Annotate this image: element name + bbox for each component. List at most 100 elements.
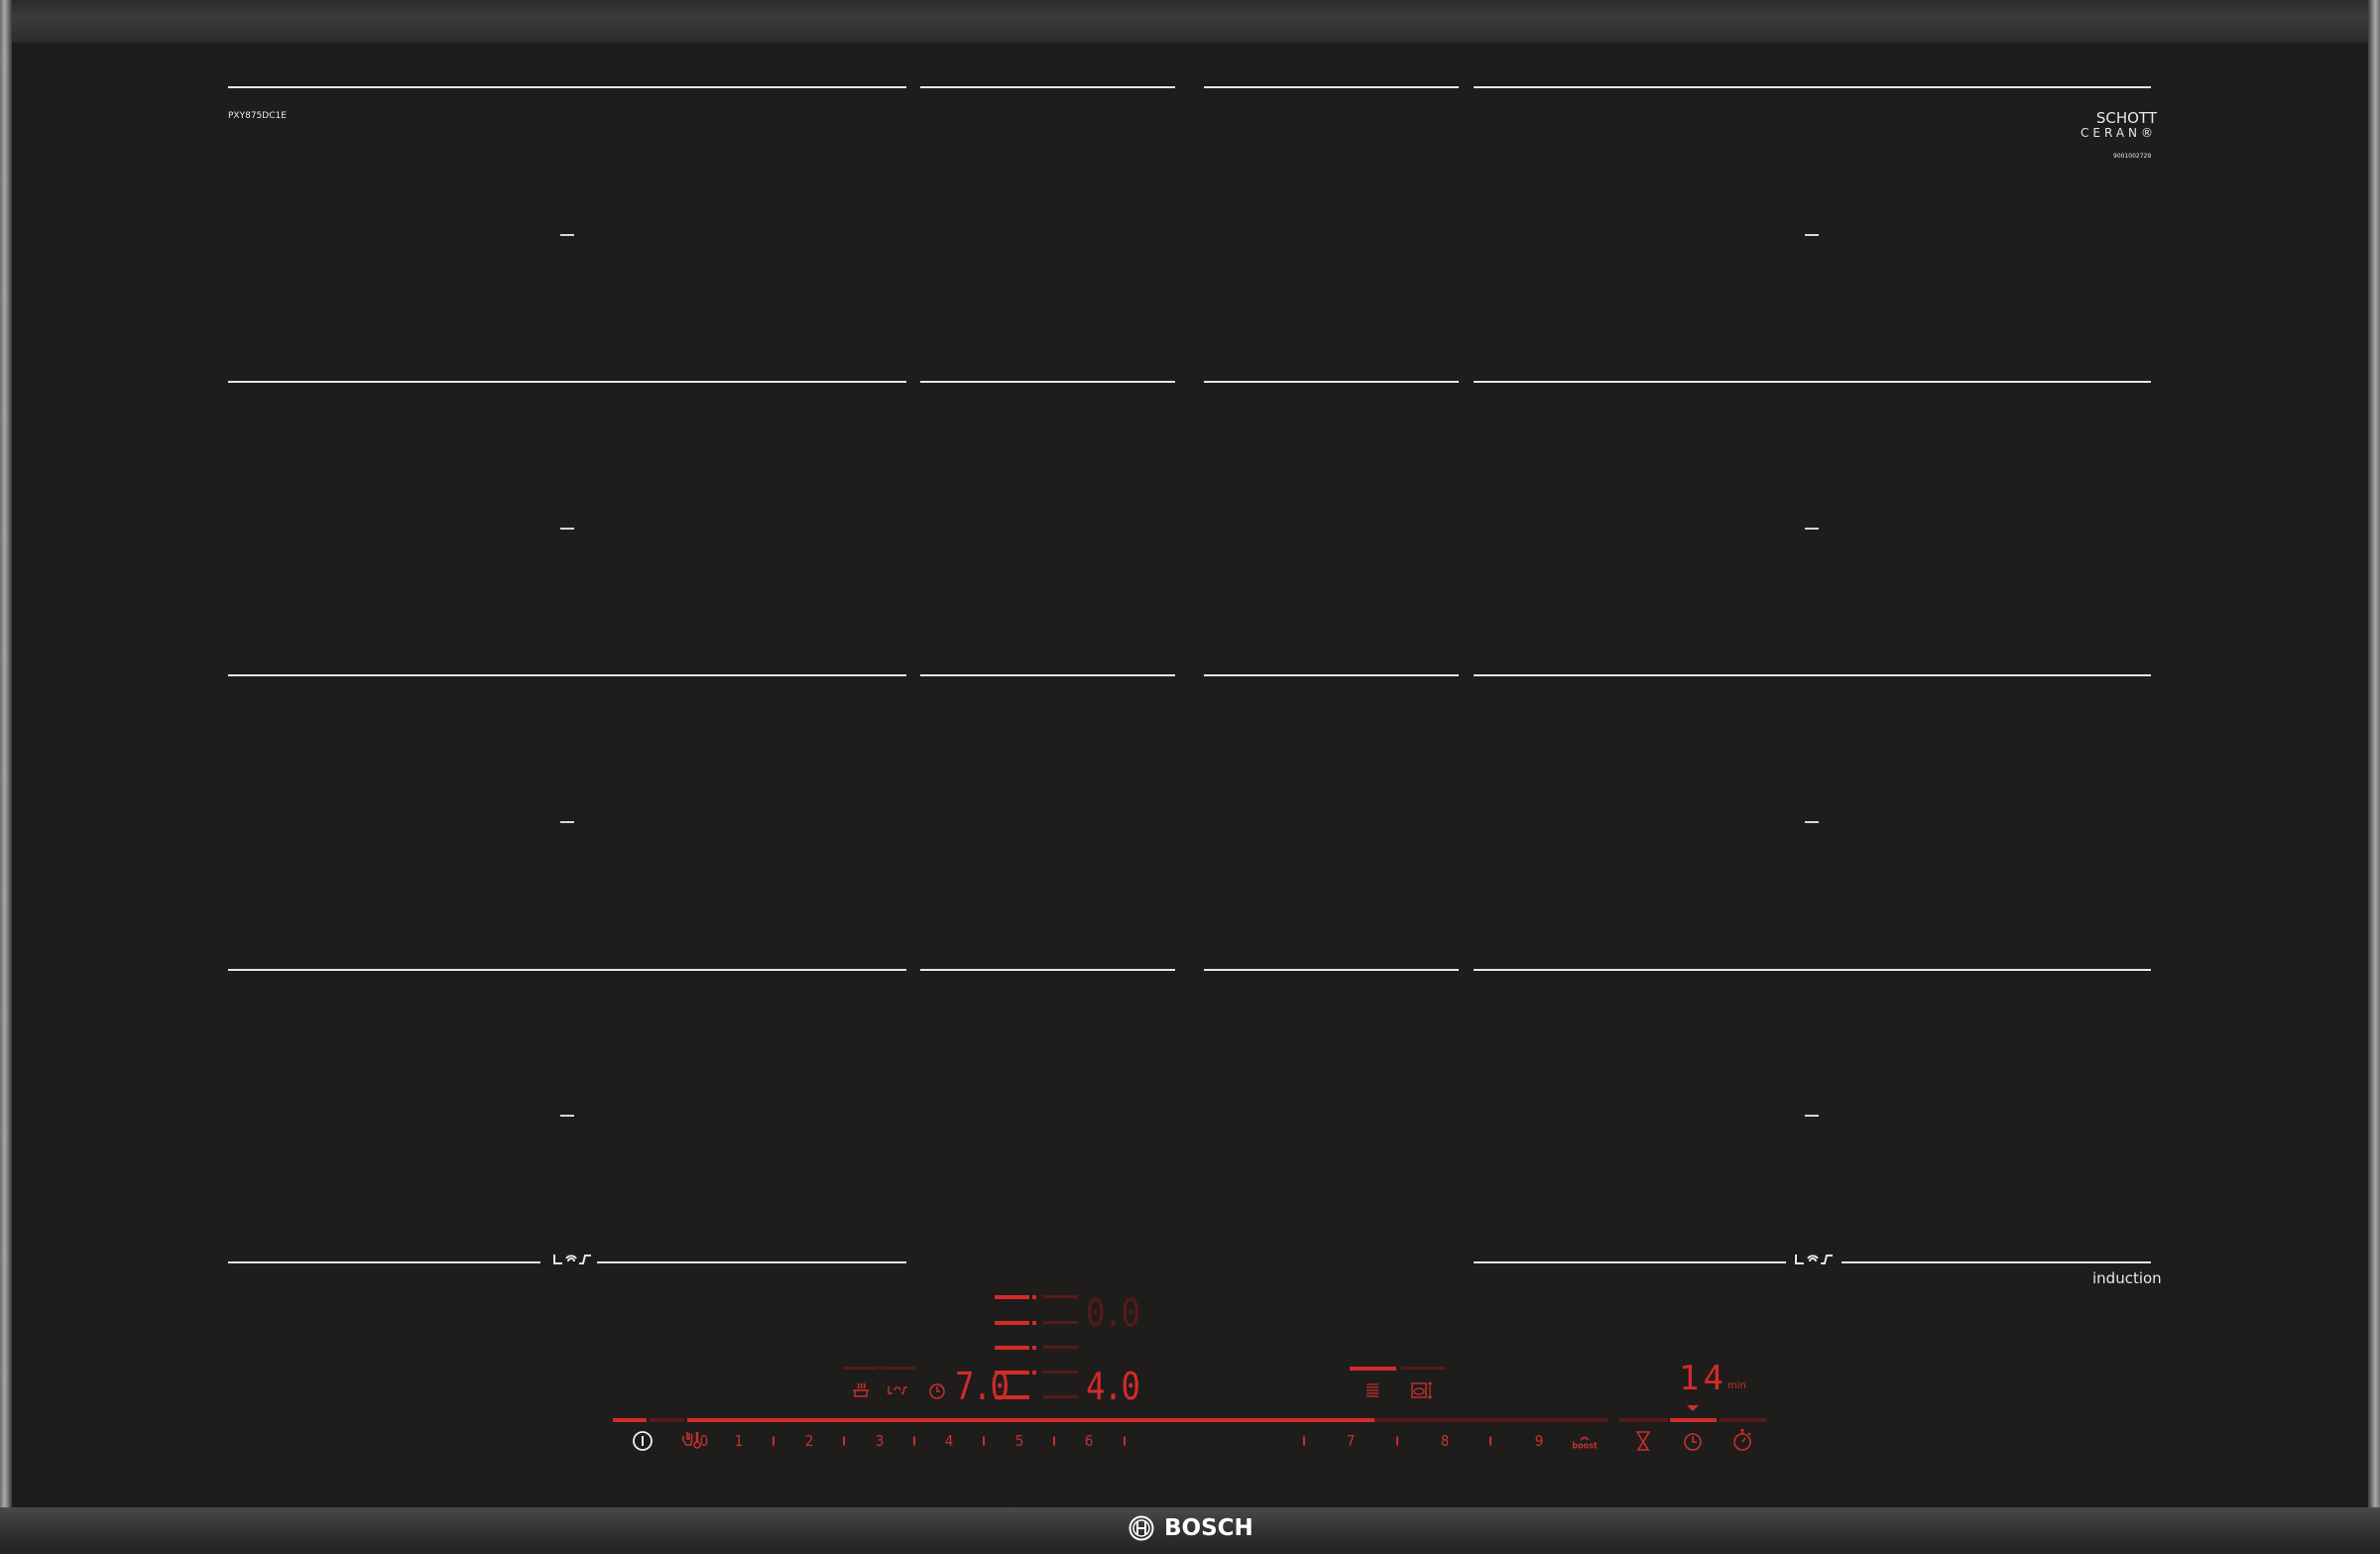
clock-icon[interactable] — [928, 1381, 946, 1399]
zone-center-mark — [560, 821, 574, 823]
stopwatch-icon[interactable] — [1731, 1428, 1753, 1452]
half-level-tick[interactable] — [843, 1436, 845, 1446]
zone-center-mark — [560, 528, 574, 530]
frying-level-bar[interactable] — [1043, 1346, 1078, 1349]
flex-zone-icon[interactable] — [888, 1385, 907, 1395]
frame-bottom — [0, 1507, 2380, 1554]
zone-divider-line — [1474, 674, 2151, 676]
left-zone-power-display: 7.0 — [955, 1365, 1010, 1408]
frying-level-bar[interactable] — [995, 1321, 1029, 1325]
power-level-8[interactable]: 8 — [1440, 1432, 1450, 1450]
frying-level-bar[interactable] — [1043, 1371, 1078, 1374]
zone-divider-line — [228, 381, 906, 383]
induction-label: induction — [2092, 1269, 2162, 1287]
frying-level-bar[interactable] — [995, 1346, 1029, 1350]
zone-divider-line — [1204, 381, 1459, 383]
zone-center-mark — [1805, 234, 1819, 236]
zone-center-mark — [1805, 821, 1819, 823]
frying-level-bar[interactable] — [1043, 1395, 1078, 1398]
serial-number: 9001002729 — [2113, 153, 2152, 160]
power-level-6[interactable]: 6 — [1084, 1432, 1094, 1450]
schott-ceran-logo: SCHOTT CERAN® — [2081, 111, 2157, 141]
half-level-tick[interactable] — [1053, 1436, 1055, 1446]
frying-levels-icon[interactable] — [1366, 1382, 1379, 1398]
level-dot — [1032, 1321, 1036, 1325]
zone-divider-line — [1204, 969, 1459, 971]
keep-warm-indicator — [650, 1418, 684, 1422]
power-level-3[interactable]: 3 — [875, 1432, 885, 1450]
half-level-tick[interactable] — [1303, 1436, 1305, 1446]
flex-mode-indicator — [881, 1367, 915, 1370]
zone-divider-line — [1474, 381, 2151, 383]
steam-mode-indicator — [843, 1367, 879, 1370]
boost-icon: ︽ — [1580, 1432, 1590, 1443]
zone-divider-line — [1204, 86, 1459, 88]
half-level-tick[interactable] — [983, 1436, 985, 1446]
boost-button[interactable]: ︽ boost — [1572, 1432, 1598, 1452]
frying-level-bar[interactable] — [1043, 1321, 1078, 1324]
logo-line1: SCHOTT — [2095, 109, 2157, 127]
bosch-armature-icon — [1129, 1515, 1154, 1541]
timer-selected-arrow-icon — [1687, 1405, 1699, 1411]
flex-zone-bottom-line — [597, 1261, 906, 1263]
zone-center-mark — [560, 234, 574, 236]
zone-divider-line — [920, 969, 1175, 971]
boost-label: boost — [1572, 1441, 1598, 1452]
logo-line2: CERAN® — [2081, 126, 2157, 140]
flexinduction-icon — [553, 1255, 591, 1264]
zone-divider-line — [920, 86, 1175, 88]
timer-icon[interactable] — [1682, 1430, 1704, 1452]
flex-zone-bottom-line — [228, 1261, 540, 1263]
zone-center-mark — [1805, 528, 1819, 530]
frame-left — [0, 0, 12, 1554]
lower-level-display: 4.0 — [1086, 1365, 1140, 1408]
zone-divider-line — [920, 674, 1175, 676]
zone-divider-line — [228, 969, 906, 971]
half-level-tick[interactable] — [913, 1436, 915, 1446]
bosch-logo: BOSCH — [1129, 1515, 1253, 1541]
hourglass-icon[interactable] — [1636, 1431, 1650, 1451]
power-slider-fill[interactable] — [687, 1418, 1374, 1422]
timer-indicator — [1670, 1418, 1717, 1422]
power-level-2[interactable]: 2 — [804, 1432, 814, 1450]
stopwatch-indicator — [1720, 1418, 1766, 1422]
frying-level-bar[interactable] — [1043, 1295, 1078, 1298]
flexinduction-icon — [1795, 1255, 1833, 1264]
frying-level-bar[interactable] — [995, 1395, 1029, 1399]
half-level-tick[interactable] — [1396, 1436, 1398, 1446]
steam-pot-icon[interactable] — [852, 1382, 870, 1398]
frying-sensor-icon[interactable] — [1411, 1381, 1433, 1399]
zone-divider-line — [228, 674, 906, 676]
frame-right — [2368, 0, 2380, 1554]
level-dot — [1032, 1371, 1036, 1375]
power-slider-track[interactable] — [1374, 1418, 1608, 1422]
power-indicator — [613, 1418, 647, 1422]
half-level-tick[interactable] — [1124, 1436, 1126, 1446]
frying-sensor-indicator — [1400, 1367, 1446, 1370]
brand-name: BOSCH — [1164, 1515, 1253, 1541]
power-level-5[interactable]: 5 — [1014, 1432, 1024, 1450]
flex-zone-bottom-line — [1474, 1261, 1786, 1263]
timer-unit: min — [1727, 1380, 1746, 1391]
zone-divider-line — [1204, 674, 1459, 676]
timer-display: 14 — [1679, 1359, 1727, 1398]
power-level-1[interactable]: 1 — [734, 1432, 744, 1450]
half-level-tick[interactable] — [1489, 1436, 1491, 1446]
half-level-tick[interactable] — [773, 1436, 774, 1446]
power-level-9[interactable]: 9 — [1534, 1432, 1544, 1450]
power-level-7[interactable]: 7 — [1346, 1432, 1356, 1450]
level-dot — [1032, 1346, 1036, 1350]
power-icon[interactable] — [632, 1430, 654, 1452]
power-level-0[interactable]: 0 — [699, 1432, 709, 1450]
hand-thermometer-icon[interactable] — [679, 1430, 703, 1450]
frying-levels-indicator — [1350, 1367, 1396, 1371]
frying-level-bar[interactable] — [995, 1371, 1029, 1375]
zone-divider-line — [228, 86, 906, 88]
zone-center-mark — [1805, 1115, 1819, 1117]
frying-level-bar[interactable] — [995, 1295, 1029, 1299]
zone-divider-line — [1474, 86, 2151, 88]
power-level-4[interactable]: 4 — [944, 1432, 954, 1450]
level-dot — [1032, 1295, 1036, 1299]
flex-zone-bottom-line — [1842, 1261, 2151, 1263]
